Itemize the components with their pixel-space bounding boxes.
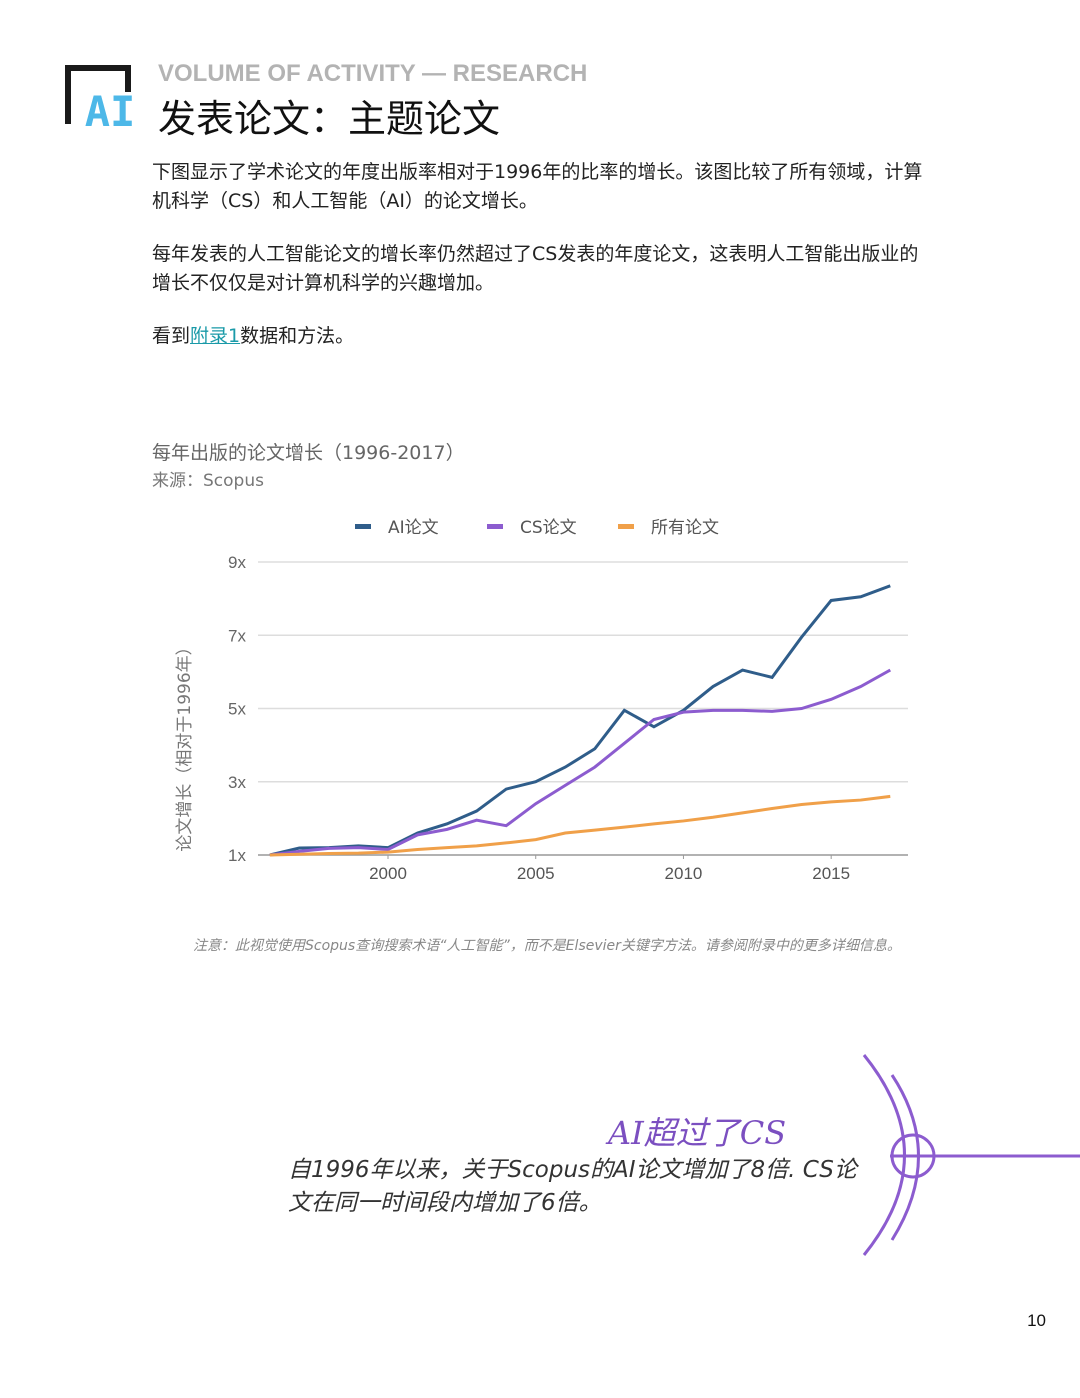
paragraph: 每年发表的人工智能论文的增长率仍然超过了CS发表的年度论文，这表明人工智能出版业… — [152, 243, 919, 294]
logo-text: AI — [85, 87, 136, 132]
note: 注意：此视觉使用Scopus查询搜索术语“人工智能”，而不是Elsevier关键… — [193, 938, 901, 954]
legend-swatch — [618, 524, 634, 529]
callout-text: 自1996年以来，关于Scopus的AI论文增加了8倍. CS论文在同一时间段内… — [288, 1157, 857, 1216]
x-tick-label: 2000 — [369, 864, 407, 883]
y-tick-label: 1x — [228, 846, 246, 865]
series-line — [269, 794, 891, 857]
text: 数据和方法。 — [240, 325, 355, 347]
y-tick-label: 5x — [228, 700, 246, 719]
x-tick-label: 2005 — [517, 864, 555, 883]
x-tick-label: 2015 — [812, 864, 850, 883]
chart: 论文增长（相对于1996年） 1x 3x 5x 7x 9x 2000 2005 2010 201… — [175, 518, 908, 883]
logo: AI — [65, 65, 136, 132]
legend-swatch — [355, 524, 371, 529]
link[interactable]: 附录1 — [190, 325, 241, 347]
logo-frame — [65, 65, 131, 124]
decoration — [862, 1054, 1080, 1256]
page-number: 10 — [1027, 1311, 1046, 1330]
legend-label: 所有论文 — [651, 518, 719, 538]
paragraph: 下图显示了学术论文的年度出版率相对于1996年的比率的增长。该图比较了所有领域，… — [152, 161, 923, 212]
y-tick-label: 3x — [228, 773, 246, 792]
page-title: 发表论文：主题论文 — [158, 97, 501, 141]
legend-label: CS论文 — [520, 518, 577, 538]
chart-title: 每年出版的论文增长（1996-2017） — [152, 442, 465, 464]
chart-source: 来源：Scopus — [152, 471, 264, 491]
y-tick-label: 7x — [228, 626, 246, 645]
series-line — [269, 584, 891, 857]
x-tick-label: 2010 — [665, 864, 703, 883]
kicker: VOLUME OF ACTIVITY — RESEARCH — [158, 60, 588, 87]
see-line: 看到附录1数据和方法。 — [152, 322, 932, 351]
legend-swatch — [487, 524, 503, 529]
legend-label: AI论文 — [388, 518, 439, 538]
text: 看到 — [152, 325, 191, 347]
y-axis-label: 论文增长（相对于1996年） — [175, 638, 195, 851]
callout-title: AI超过了CS — [608, 1114, 787, 1152]
series-line — [269, 668, 892, 857]
y-tick-label: 9x — [228, 553, 246, 572]
